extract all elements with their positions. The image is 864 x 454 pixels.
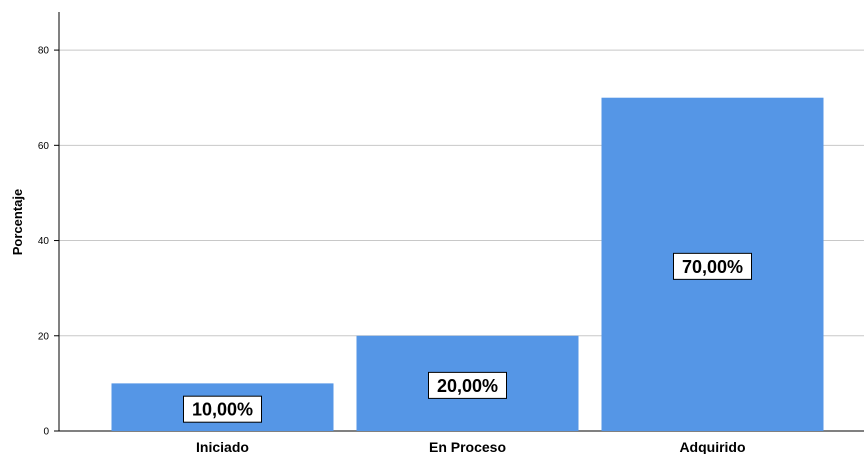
data-label: 10,00% [192,400,253,420]
y-tick-label: 80 [38,46,50,57]
data-label-box [183,395,262,423]
y-tick-label: 0 [43,427,49,438]
x-category-label: Adquirido [679,439,745,454]
y-axis-label: Porcentaje [10,189,25,255]
category-labels: Iniciado En Proceso Adquirido [196,439,746,454]
y-tick-label: 40 [38,236,50,247]
data-label-box [673,252,752,280]
x-category-label: En Proceso [429,439,506,454]
data-labels: 10,00% 20,00% 70,00% [183,252,752,423]
data-label-box [428,371,507,399]
data-label: 70,00% [682,257,743,277]
y-tick-label: 20 [38,331,50,342]
data-label: 20,00% [437,376,498,396]
y-ticks: 0 20 40 60 80 [38,46,59,438]
y-tick-label: 60 [38,141,50,152]
x-category-label: Iniciado [196,439,249,454]
